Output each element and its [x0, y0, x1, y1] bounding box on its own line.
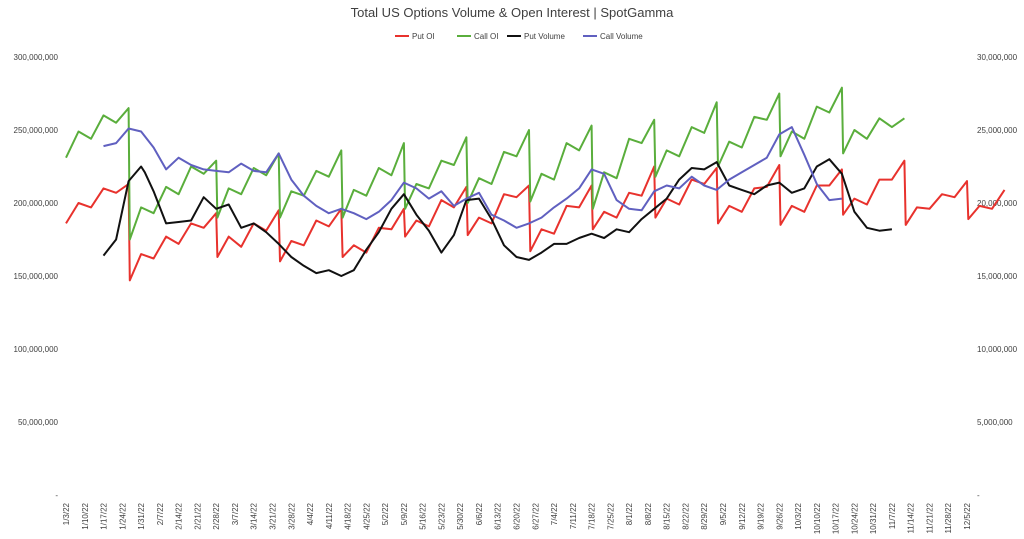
legend-label: Put Volume — [524, 32, 565, 41]
x-tick-label: 2/14/22 — [175, 502, 184, 529]
x-tick-label: 8/1/22 — [625, 502, 634, 525]
x-tick-label: 11/7/22 — [888, 502, 897, 529]
chart-title: Total US Options Volume & Open Interest … — [351, 5, 675, 20]
x-tick-label: 2/7/22 — [156, 502, 165, 525]
x-tick-label: 3/28/22 — [287, 502, 296, 529]
x-tick-label: 5/2/22 — [381, 502, 390, 525]
series-line-put-volume — [102, 158, 893, 277]
x-tick-label: 10/10/22 — [813, 502, 822, 534]
series-line-put-oi — [65, 159, 1006, 282]
x-tick-label: 1/3/22 — [62, 502, 71, 525]
x-tick-label: 5/23/22 — [437, 502, 446, 529]
x-tick-label: 7/25/22 — [606, 502, 615, 529]
x-tick-label: 6/27/22 — [531, 502, 540, 529]
x-tick-label: 5/9/22 — [400, 502, 409, 525]
x-tick-label: 4/18/22 — [344, 502, 353, 529]
y-left-tick-label: - — [55, 491, 58, 500]
x-tick-label: 3/21/22 — [268, 502, 277, 529]
x-tick-label: 3/14/22 — [250, 502, 259, 529]
y-right-tick-label: 30,000,000 — [977, 53, 1018, 62]
y-left-tick-label: 200,000,000 — [14, 199, 59, 208]
x-tick-label: 11/14/22 — [907, 502, 916, 533]
y-right-tick-label: 15,000,000 — [977, 272, 1018, 281]
x-tick-label: 10/17/22 — [832, 502, 841, 534]
x-tick-label: 11/28/22 — [944, 502, 953, 533]
x-tick-label: 5/16/22 — [419, 502, 428, 529]
legend: Put OI Call OI Put Volume Call Volume — [395, 32, 643, 41]
x-tick-label: 4/11/22 — [325, 502, 334, 529]
x-tick-label: 9/19/22 — [757, 502, 766, 529]
y-left-tick-label: 300,000,000 — [14, 53, 59, 62]
x-tick-label: 1/31/22 — [137, 502, 146, 529]
y-right-tick-label: 20,000,000 — [977, 199, 1018, 208]
x-tick-label: 1/10/22 — [81, 502, 90, 529]
x-tick-label: 1/17/22 — [100, 502, 109, 529]
x-tick-label: 2/28/22 — [212, 502, 221, 529]
axes: - - 50,000,000 5,000,000 100,000,000 10,000,0… — [14, 53, 1018, 534]
x-tick-label: 4/25/22 — [362, 502, 371, 529]
x-tick-label: 1/24/22 — [118, 502, 127, 529]
series-group — [65, 86, 1006, 282]
x-tick-label: 9/5/22 — [719, 502, 728, 525]
x-tick-label: 8/8/22 — [644, 502, 653, 525]
series-line-call-volume — [103, 126, 843, 229]
x-tick-label: 12/5/22 — [963, 502, 972, 529]
x-tick-label: 4/4/22 — [306, 502, 315, 525]
x-tick-label: 3/7/22 — [231, 502, 240, 525]
series-line-call-oi — [65, 86, 905, 241]
x-tick-label: 8/15/22 — [663, 502, 672, 529]
y-right-tick-label: 5,000,000 — [977, 418, 1013, 427]
x-tick-label: 7/4/22 — [550, 502, 559, 525]
x-tick-label: 5/30/22 — [456, 502, 465, 529]
legend-label: Put OI — [412, 32, 435, 41]
x-tick-label: 7/18/22 — [588, 502, 597, 529]
x-tick-label: 6/6/22 — [475, 502, 484, 525]
y-left-tick-label: 150,000,000 — [14, 272, 59, 281]
y-left-tick-label: 50,000,000 — [18, 418, 59, 427]
y-left-tick-label: 250,000,000 — [14, 126, 59, 135]
x-tick-label: 9/12/22 — [738, 502, 747, 529]
y-right-tick-label: 10,000,000 — [977, 345, 1018, 354]
legend-label: Call Volume — [600, 32, 643, 41]
x-tick-label: 2/21/22 — [193, 502, 202, 529]
x-tick-label: 10/3/22 — [794, 502, 803, 529]
legend-label: Call OI — [474, 32, 498, 41]
y-right-tick-label: - — [977, 491, 980, 500]
x-tick-label: 8/22/22 — [681, 502, 690, 529]
y-left-tick-label: 100,000,000 — [14, 345, 59, 354]
x-tick-label: 7/11/22 — [569, 502, 578, 529]
y-right-tick-label: 25,000,000 — [977, 126, 1018, 135]
x-tick-label: 10/31/22 — [869, 502, 878, 534]
x-tick-label: 10/24/22 — [850, 502, 859, 534]
x-tick-label: 6/13/22 — [494, 502, 503, 529]
x-tick-label: 6/20/22 — [513, 502, 522, 529]
x-tick-label: 9/26/22 — [775, 502, 784, 529]
x-tick-label: 8/29/22 — [700, 502, 709, 529]
x-tick-label: 11/21/22 — [925, 502, 934, 533]
